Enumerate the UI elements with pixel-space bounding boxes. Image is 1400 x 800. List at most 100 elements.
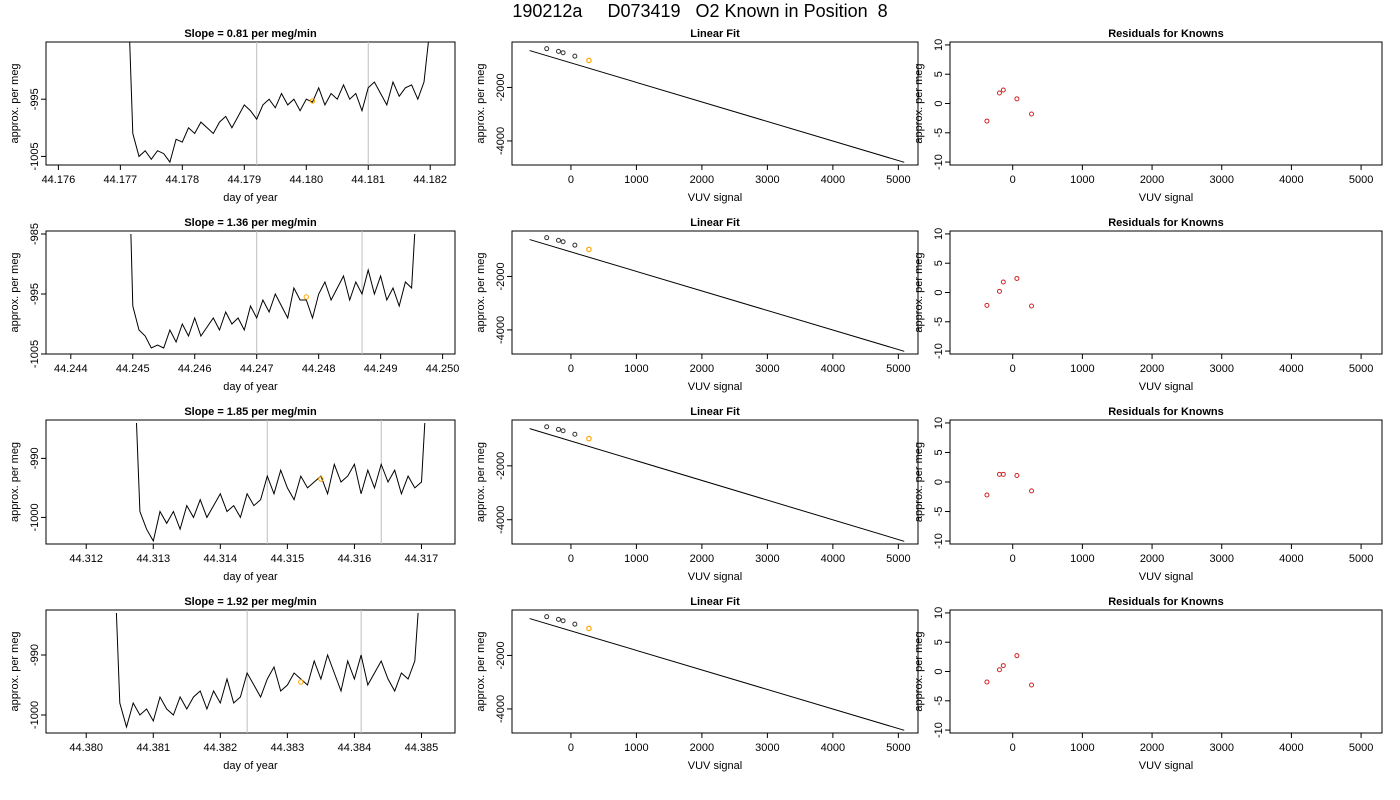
y-tick-label: -5: [933, 317, 945, 327]
x-tick-label: 3000: [1209, 174, 1233, 186]
x-tick-label: 44.380: [69, 742, 103, 754]
x-tick-label: 2000: [1140, 553, 1164, 565]
x-tick-label: 5000: [1349, 174, 1373, 186]
sample-marker: [309, 98, 316, 104]
x-tick-label: 3000: [1209, 553, 1233, 565]
plot-frame: [511, 609, 919, 734]
panel-title: Linear Fit: [690, 217, 740, 229]
known-point: [572, 431, 578, 437]
residual-point: [1000, 87, 1006, 93]
y-tick-label: 5: [933, 260, 945, 266]
x-tick-label: 5000: [886, 742, 910, 754]
known-point: [555, 426, 561, 432]
x-tick-label: 1000: [624, 174, 648, 186]
residual-point: [984, 679, 990, 685]
data-trace: [129, 42, 429, 164]
x-tick-label: 0: [568, 742, 574, 754]
residual-point: [1014, 473, 1020, 479]
x-axis-label: VUV signal: [1139, 571, 1193, 583]
x-tick-label: 1000: [1070, 553, 1094, 565]
y-tick-label: -995: [29, 283, 41, 305]
y-tick-label: -2000: [495, 73, 507, 101]
residual-point: [1000, 471, 1006, 477]
y-tick-label: -5: [933, 507, 945, 517]
y-tick-label: -4000: [495, 316, 507, 344]
y-axis-label: approx. per meg: [9, 252, 21, 332]
known-point: [544, 424, 550, 430]
known-point: [560, 239, 566, 245]
x-axis-label: day of year: [223, 381, 278, 393]
x-tick-label: 2000: [1140, 174, 1164, 186]
x-tick-label: 44.381: [136, 742, 170, 754]
panel-3-3: Residuals for Knowns 0 1000 2000 3000 4000 500…: [913, 406, 1383, 583]
y-tick-label: -2000: [495, 641, 507, 669]
panel-title: Slope = 0.81 per meg/min: [184, 28, 317, 40]
plot-frame: [949, 230, 1383, 355]
residual-point: [1014, 653, 1020, 659]
plot-frame: [949, 609, 1383, 734]
panel-1-2: Linear Fit 0 1000 2000 3000 4000 5000 -2000 -400…: [475, 28, 919, 204]
sample-marker: [586, 625, 592, 632]
y-tick-label: -990: [29, 644, 41, 666]
residual-point: [1029, 682, 1035, 688]
x-tick-label: 44.182: [413, 174, 447, 186]
known-point: [555, 48, 561, 54]
x-tick-label: 1000: [624, 553, 648, 565]
panel-3-2: Linear Fit 0 1000 2000 3000 4000 5000 -2000 -400…: [475, 406, 919, 583]
x-tick-label: 44.176: [42, 174, 76, 186]
fit-line: [529, 50, 905, 163]
x-tick-label: 44.315: [271, 553, 305, 565]
plot-frame: [949, 419, 1383, 545]
sample-marker: [318, 476, 324, 482]
x-tick-label: 44.178: [166, 174, 200, 186]
x-tick-label: 44.317: [405, 553, 439, 565]
sample-marker: [303, 294, 309, 300]
x-tick-label: 44.313: [136, 553, 170, 565]
panel-title: Linear Fit: [690, 28, 740, 40]
y-tick-label: 5: [933, 71, 945, 77]
residual-point: [996, 667, 1002, 673]
y-tick-label: -4000: [495, 506, 507, 534]
data-trace: [130, 233, 416, 349]
x-tick-label: 2000: [690, 742, 714, 754]
y-tick-label: 5: [933, 449, 945, 455]
known-point: [560, 428, 566, 434]
x-tick-label: 5000: [1349, 742, 1373, 754]
x-tick-label: 2000: [690, 174, 714, 186]
x-tick-label: 4000: [821, 174, 845, 186]
known-point: [555, 616, 561, 622]
y-tick-label: 10: [933, 228, 945, 240]
y-axis-label: approx. per meg: [475, 631, 487, 711]
y-tick-label: 0: [933, 100, 945, 106]
x-tick-label: 2000: [690, 553, 714, 565]
x-tick-label: 44.179: [227, 174, 261, 186]
plot-frame: [45, 230, 456, 355]
y-axis-label: approx. per meg: [913, 252, 925, 332]
x-tick-label: 3000: [755, 553, 779, 565]
x-tick-label: 4000: [1279, 174, 1303, 186]
y-tick-label: -10: [933, 343, 945, 359]
fit-line: [529, 239, 905, 352]
panel-2-1: Slope = 1.36 per meg/min 44.244 44.245 44.2…: [9, 217, 459, 393]
plot-frame: [511, 419, 919, 545]
data-trace: [136, 422, 426, 543]
known-point: [555, 237, 561, 243]
plot-frame: [45, 419, 456, 545]
y-tick-label: -5: [933, 128, 945, 138]
y-tick-label: 5: [933, 639, 945, 645]
x-tick-label: 44.177: [104, 174, 138, 186]
known-point: [544, 46, 550, 52]
x-tick-label: 5000: [886, 553, 910, 565]
known-point: [572, 242, 578, 248]
panel-title: Residuals for Knowns: [1108, 28, 1224, 40]
y-tick-label: -1005: [29, 142, 41, 170]
plot-frame: [511, 41, 919, 166]
plot-area: [129, 42, 429, 165]
x-tick-label: 44.249: [364, 363, 398, 375]
x-tick-label: 44.382: [203, 742, 237, 754]
x-axis-label: VUV signal: [1139, 192, 1193, 204]
panel-3-1: Slope = 1.85 per meg/min 44.312 44.313 44.3…: [9, 406, 456, 583]
x-tick-label: 44.312: [69, 553, 103, 565]
known-point: [544, 235, 550, 241]
known-point: [572, 621, 578, 627]
